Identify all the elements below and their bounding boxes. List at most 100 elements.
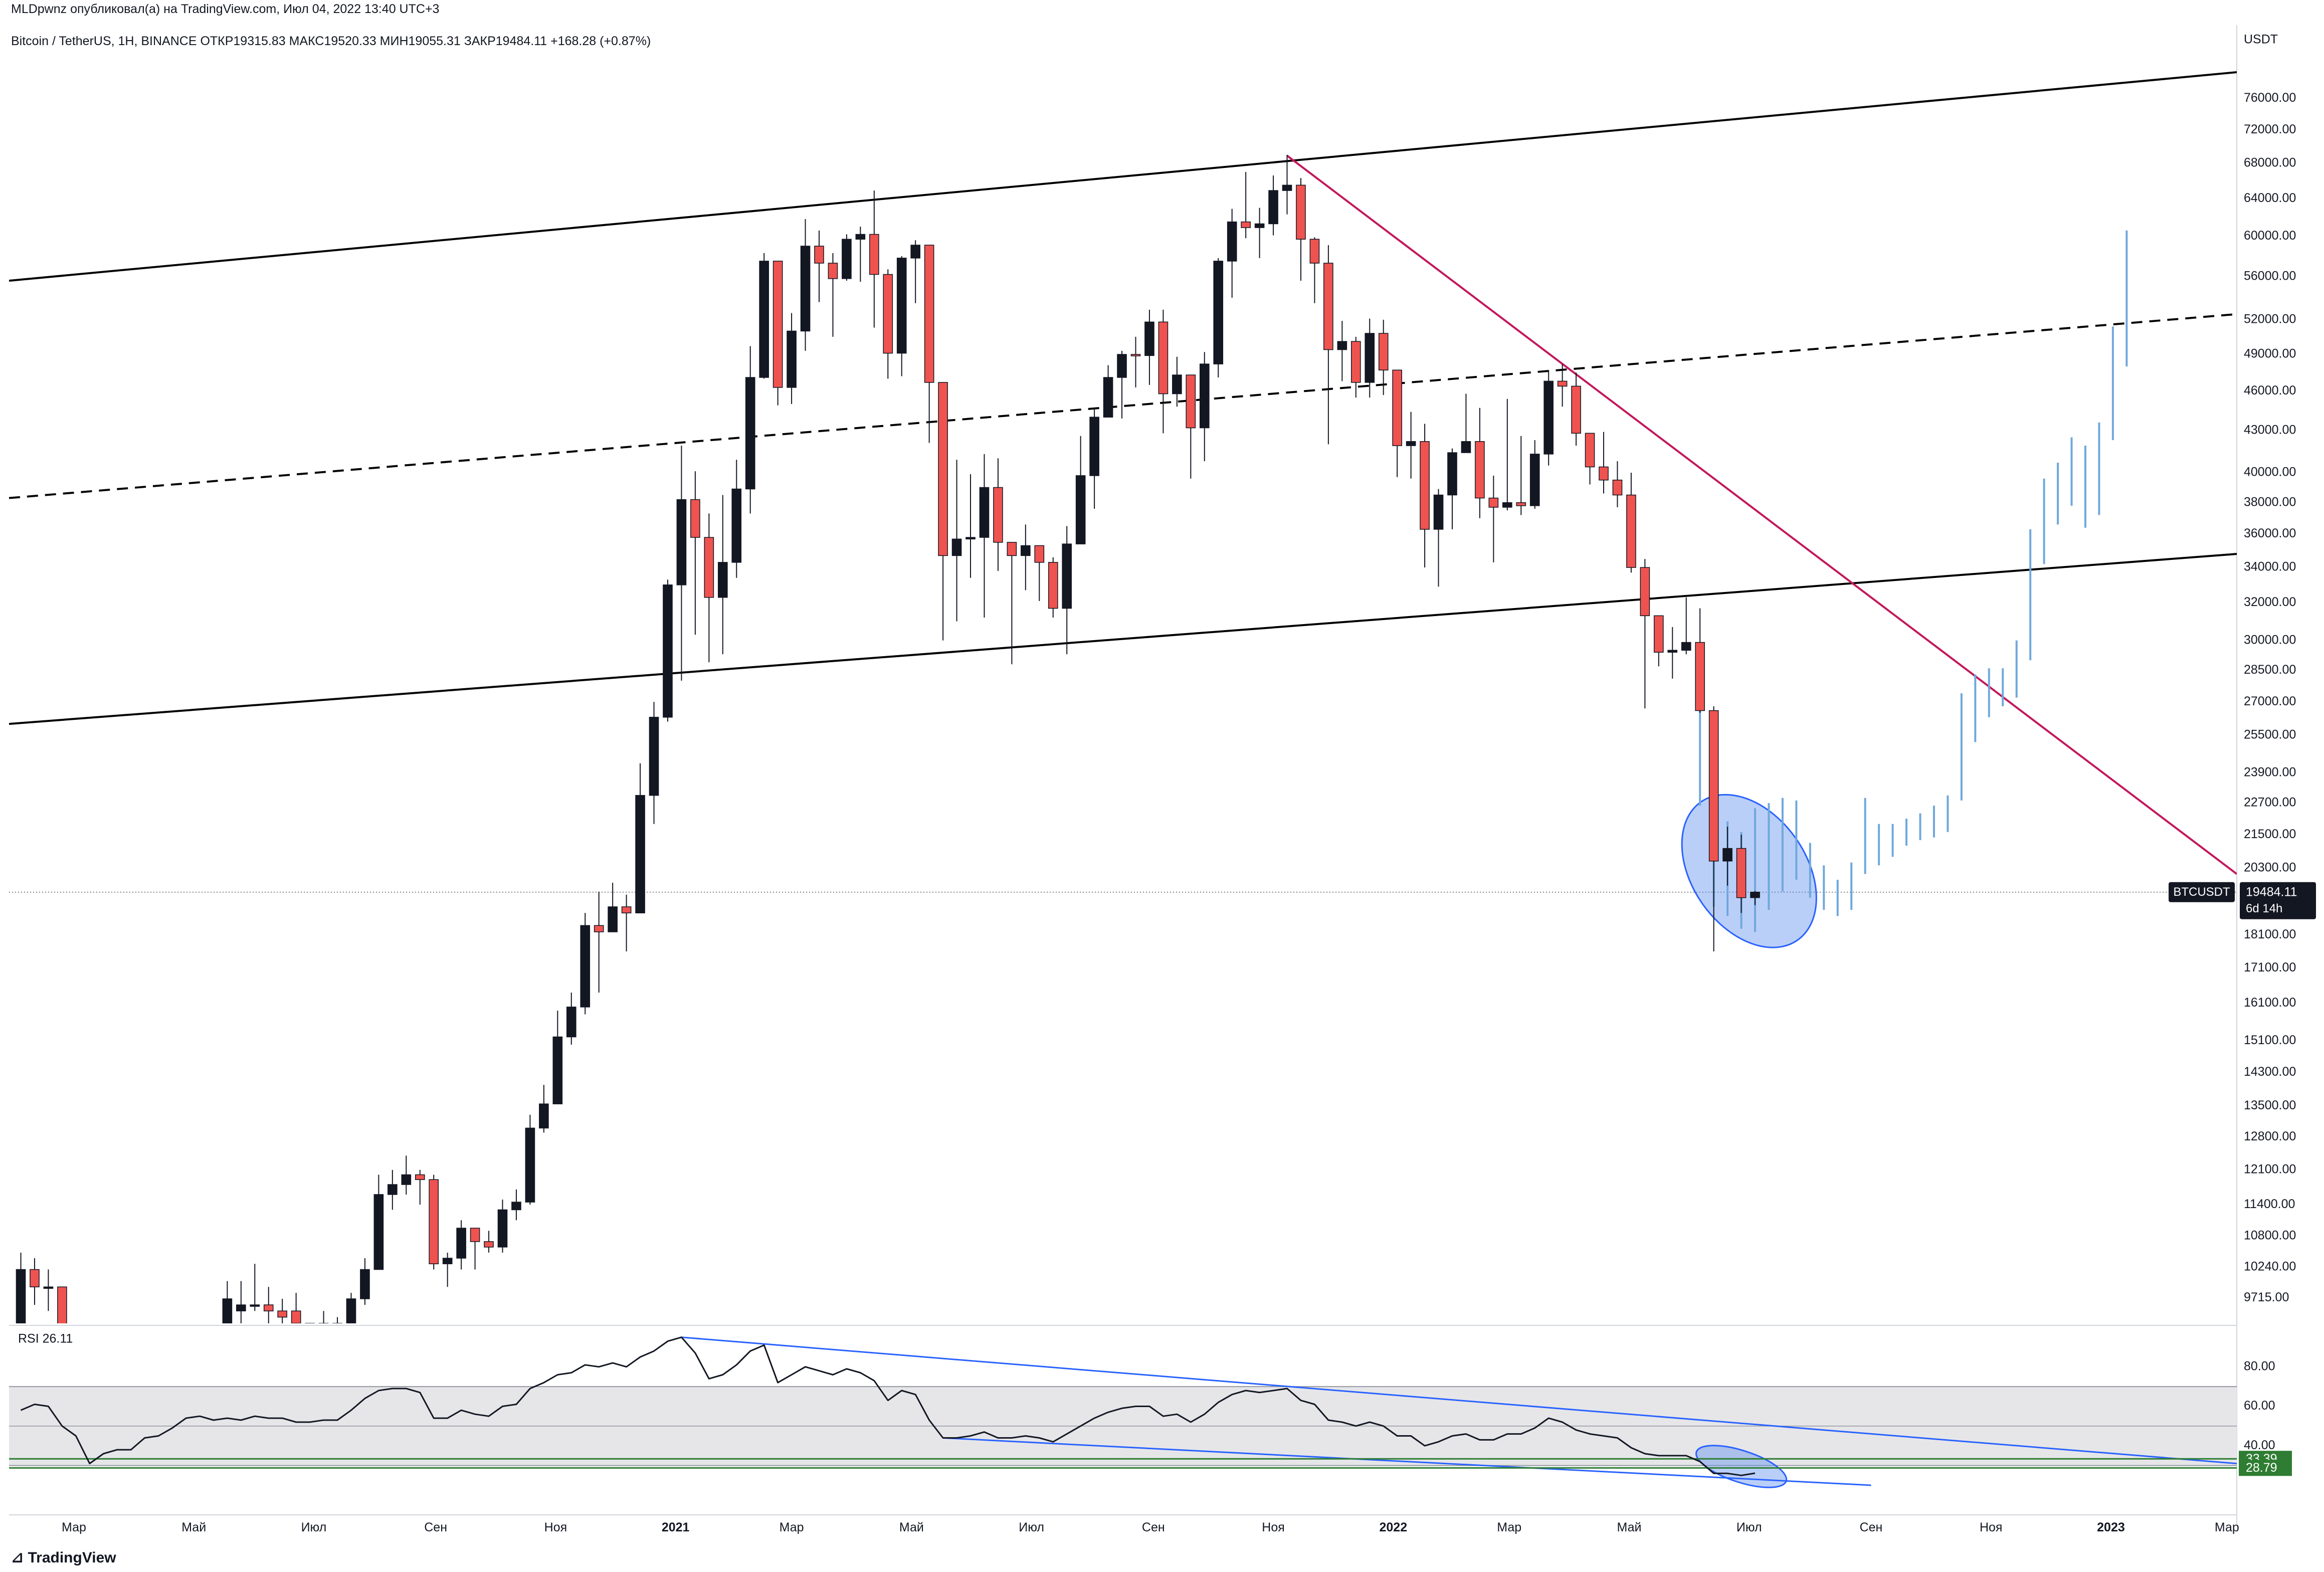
candle[interactable] (1654, 615, 1664, 667)
candle[interactable] (1543, 370, 1554, 466)
candle[interactable] (1392, 369, 1402, 477)
candle[interactable] (16, 1252, 26, 1330)
candle[interactable] (621, 894, 632, 952)
candle[interactable] (1626, 473, 1636, 573)
candle[interactable] (291, 1293, 301, 1336)
candle[interactable] (855, 227, 866, 282)
candle[interactable] (222, 1281, 233, 1343)
candle[interactable] (594, 891, 604, 993)
candle[interactable] (346, 1293, 356, 1336)
candle[interactable] (1640, 559, 1650, 709)
candle[interactable] (1186, 374, 1196, 479)
candle[interactable] (429, 1174, 439, 1270)
candle[interactable] (1750, 891, 1760, 905)
candle[interactable] (1681, 597, 1691, 655)
candle[interactable] (1585, 433, 1595, 485)
candle[interactable] (1103, 365, 1113, 418)
candle[interactable] (250, 1264, 260, 1311)
candle[interactable] (1571, 372, 1581, 446)
candle[interactable] (1695, 608, 1705, 713)
candle[interactable] (277, 1299, 288, 1342)
candle[interactable] (1612, 461, 1623, 507)
candle[interactable] (1227, 209, 1237, 298)
candle[interactable] (1213, 258, 1224, 377)
candle[interactable] (676, 446, 687, 681)
candle[interactable] (360, 1258, 370, 1305)
candle[interactable] (1488, 475, 1499, 562)
candle[interactable] (1557, 364, 1568, 407)
candle[interactable] (373, 1174, 384, 1270)
candle[interactable] (883, 269, 893, 379)
candle[interactable] (1268, 175, 1278, 236)
candle[interactable] (580, 913, 591, 1015)
channel-bottom-line[interactable] (9, 553, 2237, 725)
candle[interactable] (57, 1286, 67, 1362)
candle[interactable] (759, 253, 769, 379)
candle[interactable] (787, 313, 797, 405)
candle[interactable] (415, 1169, 425, 1205)
candle[interactable] (635, 763, 645, 914)
candle[interactable] (1254, 208, 1265, 258)
candle[interactable] (1406, 412, 1416, 479)
candle[interactable] (1475, 408, 1485, 518)
rsi-line[interactable] (20, 1336, 1756, 1476)
candle[interactable] (704, 513, 714, 663)
candle[interactable] (43, 1269, 54, 1311)
candle[interactable] (1365, 318, 1375, 398)
candle[interactable] (1048, 557, 1058, 618)
candle[interactable] (993, 458, 1003, 571)
candle[interactable] (1722, 827, 1732, 886)
candle[interactable] (690, 471, 700, 635)
candle[interactable] (236, 1281, 246, 1336)
candle[interactable] (842, 234, 852, 281)
rsi-pane[interactable] (9, 1336, 2237, 1496)
candle[interactable] (566, 993, 576, 1045)
candle[interactable] (1075, 436, 1086, 544)
candle[interactable] (1708, 706, 1719, 952)
candle[interactable] (1158, 309, 1169, 434)
downtrend-line[interactable] (1286, 154, 2237, 875)
candle[interactable] (1433, 489, 1444, 587)
candle[interactable] (388, 1169, 398, 1210)
candle[interactable] (470, 1228, 480, 1270)
candle[interactable] (1447, 448, 1457, 529)
tradingview-logo[interactable]: ⊿ TradingView (11, 1549, 116, 1566)
candle[interactable] (979, 454, 990, 618)
candle[interactable] (401, 1155, 412, 1195)
candle[interactable] (938, 382, 948, 641)
candle[interactable] (910, 240, 921, 303)
candle[interactable] (1021, 524, 1031, 591)
candle[interactable] (30, 1258, 40, 1305)
candle[interactable] (1461, 394, 1471, 453)
candle[interactable] (484, 1231, 494, 1253)
candle[interactable] (1282, 154, 1292, 215)
candle[interactable] (663, 579, 673, 722)
candle[interactable] (1007, 542, 1017, 665)
candle[interactable] (1296, 178, 1306, 281)
candle[interactable] (1117, 350, 1127, 419)
candle[interactable] (1350, 336, 1361, 398)
candle[interactable] (951, 460, 962, 622)
candle[interactable] (924, 245, 934, 443)
candle[interactable] (828, 253, 838, 337)
candle[interactable] (1667, 627, 1678, 679)
candle[interactable] (1034, 545, 1045, 601)
candle[interactable] (1736, 835, 1747, 913)
rsi-lower-line[interactable] (943, 1437, 1871, 1486)
candle[interactable] (511, 1189, 521, 1221)
candle[interactable] (332, 1317, 342, 1336)
candle[interactable] (1172, 356, 1182, 407)
channel-mid-line[interactable] (9, 313, 2237, 499)
channel-top-line[interactable] (9, 71, 2237, 282)
candle[interactable] (1062, 526, 1072, 655)
candle[interactable] (745, 346, 755, 514)
candle[interactable] (965, 474, 976, 578)
candle[interactable] (1378, 319, 1389, 396)
candle[interactable] (539, 1085, 549, 1133)
candle[interactable] (896, 256, 907, 376)
rsi-upper-line[interactable] (681, 1336, 2237, 1465)
candle[interactable] (1144, 309, 1154, 385)
candle[interactable] (800, 219, 811, 351)
candle[interactable] (869, 190, 879, 328)
